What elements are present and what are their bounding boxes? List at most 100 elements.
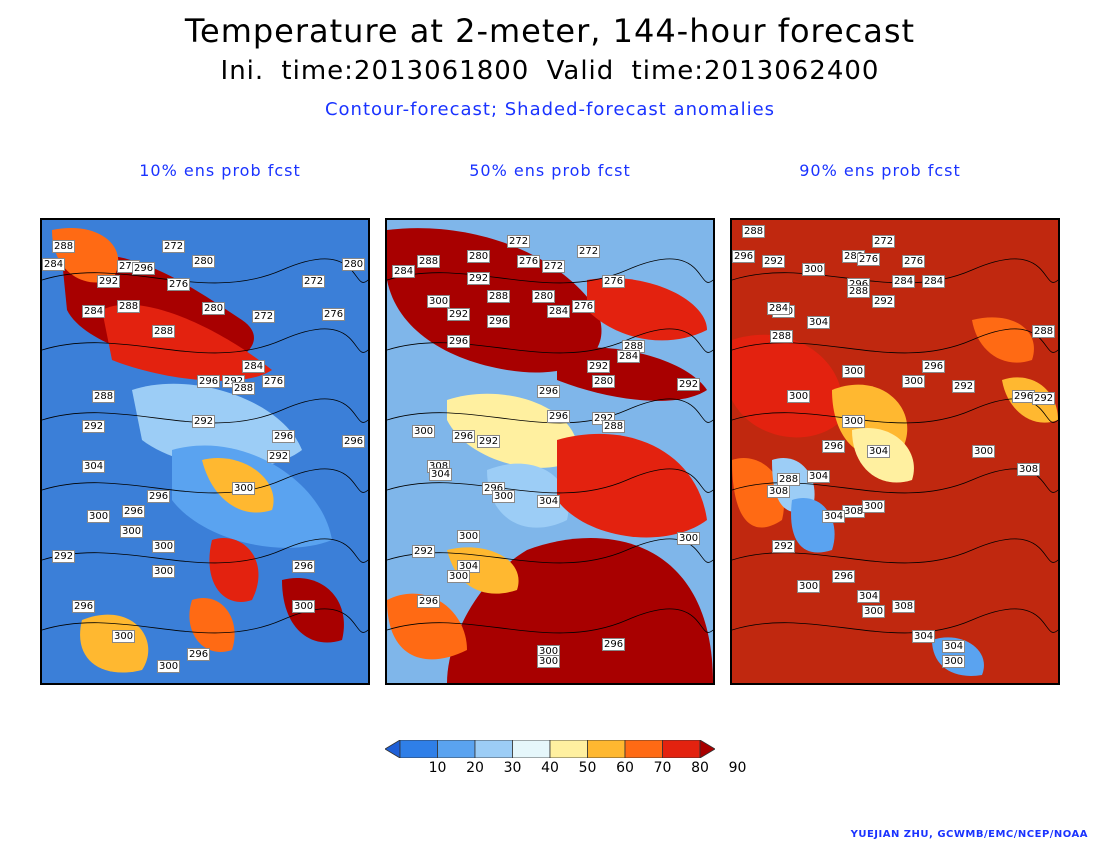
temperature-contour-line <box>732 608 1058 634</box>
contour-value-label: 276 <box>262 375 286 388</box>
colorbar-tick-label: 70 <box>653 760 672 776</box>
anomaly-region <box>791 498 835 553</box>
contour-value-label: 304 <box>867 445 891 458</box>
contour-value-label: 276 <box>167 278 191 291</box>
contour-value-label: 272 <box>542 260 566 273</box>
temperature-contour-line <box>732 398 1058 424</box>
contour-value-label: 292 <box>952 380 976 393</box>
contour-value-label: 292 <box>467 272 491 285</box>
map-panel-90pct: 2882962922722802762763002842962882922843… <box>730 218 1060 685</box>
contour-value-label: 292 <box>587 360 611 373</box>
colorbar-swatch <box>549 740 588 758</box>
contour-value-label: 288 <box>1032 325 1056 338</box>
contour-value-label: 284 <box>767 302 791 315</box>
temperature-contour-line <box>42 398 368 424</box>
contour-value-label: 296 <box>72 600 96 613</box>
contour-value-label: 292 <box>477 435 501 448</box>
contour-value-label: 292 <box>52 550 76 563</box>
contour-value-label: 304 <box>942 640 966 653</box>
contour-value-label: 272 <box>302 275 326 288</box>
contour-value-label: 296 <box>197 375 221 388</box>
anomaly-region <box>102 304 272 381</box>
contour-value-label: 300 <box>862 605 886 618</box>
contour-value-label: 308 <box>1017 463 1041 476</box>
contour-value-label: 296 <box>452 430 476 443</box>
contour-value-label: 300 <box>457 530 481 543</box>
contour-value-label: 292 <box>447 308 471 321</box>
contour-value-label: 300 <box>842 415 866 428</box>
contour-value-label: 288 <box>52 240 76 253</box>
colorbar-tick-label: 80 <box>691 760 709 776</box>
contour-value-label: 292 <box>772 540 796 553</box>
contour-value-label: 284 <box>617 350 641 363</box>
contour-value-label: 300 <box>292 600 316 613</box>
contour-value-label: 280 <box>592 375 616 388</box>
anomaly-region <box>387 593 467 660</box>
contour-value-label: 300 <box>787 390 811 403</box>
contour-value-label: 284 <box>42 258 66 271</box>
temperature-contour-line <box>732 258 1058 284</box>
colorbar-swatch <box>399 740 438 758</box>
contour-value-label: 272 <box>872 235 896 248</box>
temperature-contour-line <box>387 258 713 284</box>
contour-value-label: 300 <box>152 540 176 553</box>
contour-value-label: 276 <box>322 308 346 321</box>
contour-value-label: 300 <box>87 510 111 523</box>
colorbar-tick-label: 50 <box>578 760 597 776</box>
contour-value-label: 276 <box>602 275 626 288</box>
contour-value-label: 296 <box>487 315 511 328</box>
contour-value-label: 280 <box>342 258 366 271</box>
contour-value-label: 296 <box>922 360 946 373</box>
contour-value-label: 276 <box>857 253 881 266</box>
contour-value-label: 300 <box>112 630 136 643</box>
anomaly-region <box>487 463 569 528</box>
contour-value-label: 280 <box>192 255 216 268</box>
contour-value-label: 300 <box>942 655 966 668</box>
contour-value-label: 304 <box>82 460 106 473</box>
temperature-contour-line <box>732 468 1058 494</box>
colorbar-swatch <box>662 740 701 758</box>
contour-value-label: 288 <box>152 325 176 338</box>
contour-value-label: 296 <box>147 490 171 503</box>
temperature-contour-line <box>42 538 368 564</box>
contour-value-label: 300 <box>427 295 451 308</box>
anomaly-shading <box>42 228 368 673</box>
contour-value-label: 292 <box>82 420 106 433</box>
contour-value-label: 300 <box>232 482 256 495</box>
contour-value-label: 296 <box>342 435 366 448</box>
contour-value-label: 292 <box>97 275 121 288</box>
contour-value-label: 288 <box>92 390 116 403</box>
colorbar-swatch <box>437 740 476 758</box>
contour-value-label: 304 <box>857 590 881 603</box>
colorbar-tick-label: 10 <box>428 760 447 776</box>
temperature-contour-line <box>42 608 368 634</box>
contour-value-label: 288 <box>622 340 646 353</box>
contour-value-label: 292 <box>762 255 786 268</box>
contour-value-label: 304 <box>807 470 831 483</box>
map-title: Temperature at 2-meter, 144-hour forecas… <box>184 12 916 50</box>
contour-value-label: 292 <box>1032 392 1056 405</box>
contour-value-label: 296 <box>122 505 146 518</box>
contour-value-label: 280 <box>202 302 226 315</box>
contour-value-label: 272 <box>507 235 531 248</box>
panel-title-90pct: 90% ens prob fcst <box>799 161 961 180</box>
contour-value-label: 272 <box>162 240 186 253</box>
contour-value-label: 300 <box>412 425 436 438</box>
contour-value-label: 296 <box>132 262 156 275</box>
contour-value-label: 304 <box>912 630 936 643</box>
map-subtitle: Ini. time:2013061800 Valid time:20130624… <box>220 56 880 86</box>
temperature-contour-line <box>387 468 713 494</box>
contour-value-label: 292 <box>192 415 216 428</box>
temperature-contour-line <box>732 538 1058 564</box>
anomaly-region <box>557 433 707 538</box>
contour-value-label: 284 <box>922 275 946 288</box>
contour-value-label: 300 <box>537 655 561 668</box>
anomaly-region <box>209 538 259 602</box>
contour-value-label: 300 <box>120 525 144 538</box>
colorbar-swatch <box>385 740 401 758</box>
colorbar-swatch <box>587 740 626 758</box>
anomaly-region <box>447 393 578 468</box>
contour-value-label: 272 <box>252 310 276 323</box>
anomaly-region <box>972 317 1034 363</box>
author-credit: YUEJIAN ZHU, GCWMB/EMC/NCEP/NOAA <box>850 829 1088 840</box>
